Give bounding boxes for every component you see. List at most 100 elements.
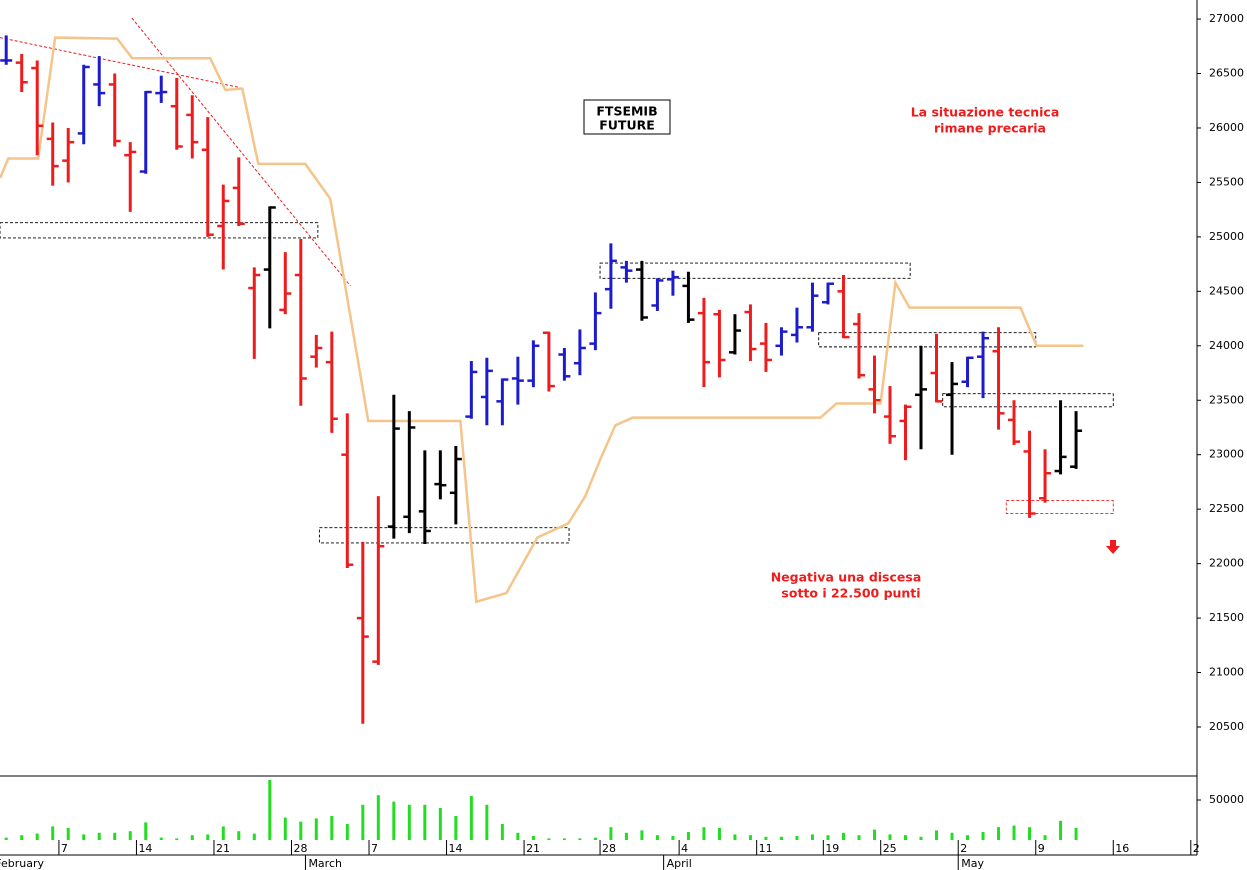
- volume-bar: [795, 836, 799, 840]
- zone: [0, 222, 319, 239]
- y-tick-label: 25000: [1209, 230, 1244, 243]
- volume-bar: [702, 827, 706, 840]
- volume-bar: [686, 832, 690, 840]
- volume-bar: [237, 831, 241, 840]
- volume-bar: [128, 831, 132, 840]
- x-tick-label: 19: [825, 842, 839, 855]
- x-tick-label: 2: [1193, 842, 1200, 855]
- volume-bar: [500, 824, 504, 840]
- volume-bar: [857, 835, 861, 840]
- y-tick-label: 20500: [1209, 720, 1244, 733]
- zone: [818, 332, 1037, 348]
- volume-bar: [469, 796, 473, 840]
- annotation: La situazione tecnica: [911, 105, 1060, 120]
- y-tick-label: 23500: [1209, 393, 1244, 406]
- y-tick-label: 24000: [1209, 339, 1244, 352]
- volume-bar: [283, 817, 287, 840]
- x-tick-label: 16: [1115, 842, 1129, 855]
- y-tick-label: 25500: [1209, 175, 1244, 188]
- volume-bar: [144, 822, 148, 840]
- volume-bar: [531, 836, 535, 840]
- x-tick-label: 2: [960, 842, 967, 855]
- volume-bar: [221, 826, 225, 840]
- volume-bar: [841, 832, 845, 840]
- x-tick-label: 21: [526, 842, 540, 855]
- zone: [942, 393, 1114, 408]
- down-arrow: [1106, 540, 1120, 554]
- volume-bar: [655, 835, 659, 840]
- volume-bar: [547, 838, 551, 840]
- y-tick-label: 26500: [1209, 67, 1244, 80]
- volume-bar: [640, 830, 644, 840]
- month-label: March: [308, 857, 342, 870]
- volume-bar: [454, 816, 458, 840]
- volume-bar: [562, 838, 566, 840]
- volume-bar: [779, 836, 783, 840]
- volume-bar: [252, 833, 256, 840]
- volume-bar: [175, 838, 179, 840]
- volume-bar: [82, 834, 86, 840]
- volume-bar: [438, 808, 442, 840]
- volume-bar: [345, 824, 349, 840]
- x-tick-label: 14: [449, 842, 463, 855]
- y-tick-label: 22000: [1209, 557, 1244, 570]
- x-tick-label: 28: [293, 842, 307, 855]
- volume-bar: [935, 830, 939, 840]
- volume-bar: [624, 832, 628, 840]
- volume-bar: [872, 829, 876, 840]
- volume-bar: [1043, 835, 1047, 840]
- volume-bar: [810, 834, 814, 840]
- volume-bar: [361, 804, 365, 840]
- volume-bar: [748, 835, 752, 840]
- month-label: May: [961, 857, 984, 870]
- annotation: sotto i 22.500 punti: [781, 586, 920, 601]
- x-tick-label: 9: [1038, 842, 1045, 855]
- x-tick-label: 7: [61, 842, 68, 855]
- volume-bar: [159, 837, 163, 840]
- volume-bar: [20, 835, 24, 840]
- trendline: [0, 37, 241, 89]
- volume-bar: [888, 834, 892, 840]
- volume-bar: [981, 832, 985, 840]
- volume-bar: [593, 837, 597, 840]
- y-tick-label: 26000: [1209, 121, 1244, 134]
- volume-bar: [407, 804, 411, 840]
- volume-bar: [764, 836, 768, 840]
- zone: [318, 527, 570, 544]
- volume-bar: [1028, 827, 1032, 840]
- chart-title: FTSEMIB: [596, 104, 657, 119]
- volume-bar: [299, 821, 303, 840]
- volume-bar: [717, 828, 721, 840]
- volume-bar: [66, 828, 70, 840]
- volume-bar: [997, 827, 1001, 840]
- x-tick-label: 11: [759, 842, 773, 855]
- volume-bar: [609, 827, 613, 840]
- month-label: April: [667, 857, 692, 870]
- y-tick-label: 27000: [1209, 12, 1244, 25]
- volume-bar: [392, 801, 396, 840]
- chart-title: FUTURE: [599, 118, 655, 133]
- volume-bar: [919, 836, 923, 840]
- volume-bar: [330, 816, 334, 840]
- volume-bar: [826, 835, 830, 840]
- volume-bar: [113, 832, 117, 840]
- volume-bar: [904, 835, 908, 840]
- volume-bar: [4, 837, 8, 840]
- volume-bar: [206, 834, 210, 840]
- x-tick-label: 28: [602, 842, 616, 855]
- volume-bar: [51, 826, 55, 840]
- annotation: Negativa una discesa: [771, 570, 922, 585]
- volume-bar: [376, 795, 380, 840]
- volume-bar: [578, 838, 582, 840]
- volume-bar: [1059, 820, 1063, 840]
- month-label: February: [0, 857, 44, 870]
- x-tick-label: 4: [681, 842, 688, 855]
- y-tick-label: 21500: [1209, 611, 1244, 624]
- trendline: [131, 17, 351, 287]
- volume-bar: [97, 832, 101, 840]
- volume-bar: [485, 804, 489, 840]
- volume-bar: [671, 836, 675, 840]
- indicator-line: [0, 36, 1084, 604]
- zone: [599, 262, 911, 279]
